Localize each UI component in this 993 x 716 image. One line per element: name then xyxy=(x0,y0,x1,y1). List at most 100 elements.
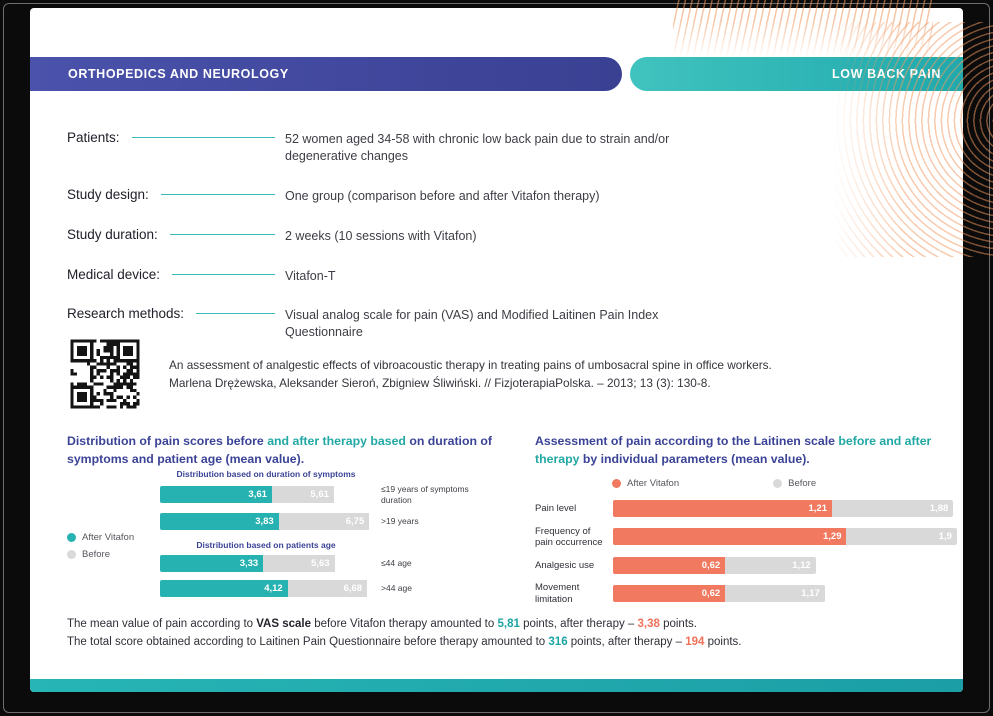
bar-row: Frequency of pain occurrence 1,29 1,9 xyxy=(535,526,963,549)
bar-before-segment: 1,88 xyxy=(832,500,954,517)
text-segment: and after therapy based xyxy=(267,434,406,448)
citation-text: An assessment of analgestic effects of v… xyxy=(169,356,772,393)
legend-item: After Vitafon xyxy=(67,532,134,543)
summary-line: The total score obtained according to La… xyxy=(67,633,957,651)
text-segment: 194 xyxy=(685,636,705,649)
bar-category-label: Pain level xyxy=(535,502,577,514)
text-segment: Assessment of pain according to the Lait… xyxy=(535,434,839,448)
bar-after-segment: 4,12 xyxy=(160,580,288,598)
info-row-left: Study duration: xyxy=(67,227,285,242)
text-segment: by individual parameters (mean value). xyxy=(579,452,810,467)
bar-row: Pain level 1,21 1,88 xyxy=(535,500,963,517)
citation-line: An assessment of analgestic effects of v… xyxy=(169,357,772,372)
info-label: Study duration: xyxy=(67,226,158,242)
text-segment: VAS scale xyxy=(256,618,311,630)
bar-row: Analgesic use 0,62 1,12 xyxy=(535,556,963,574)
bar-after-segment: 3,61 xyxy=(160,486,272,504)
header-right-pill: LOW BACK PAIN xyxy=(630,57,963,91)
text-segment: Distribution of pain scores before xyxy=(67,434,268,448)
header-left-pill: ORTHOPEDICS AND NEUROLOGY xyxy=(30,57,622,91)
bar-row: 3,33 5,63 ≤44 age xyxy=(160,555,520,573)
info-row: Patients: 52 women aged 34-58 with chroni… xyxy=(67,130,707,165)
chart-title: Assessment of pain according to the Lait… xyxy=(535,432,963,469)
text-segment: on duration of symptoms and patient age … xyxy=(67,434,492,467)
bar: 3,61 5,61 xyxy=(160,486,372,504)
bar-category-label: ≤44 age xyxy=(381,558,412,569)
footer-strip xyxy=(30,679,963,692)
info-row-left: Medical device: xyxy=(67,267,285,282)
chart-legend: After Vitafon Before xyxy=(67,532,134,560)
bar-after-segment: 1,21 xyxy=(613,500,832,517)
legend-label: Before xyxy=(788,478,817,489)
text-segment: points, after therapy – xyxy=(519,618,638,630)
citation-section: An assessment of analgestic effects of v… xyxy=(67,336,937,412)
info-connector-line xyxy=(169,233,275,235)
header-title-right: LOW BACK PAIN xyxy=(832,67,941,81)
info-row: Medical device: Vitafon-T xyxy=(67,267,707,285)
info-row-left: Research methods: xyxy=(67,306,285,321)
bar: 0,62 1,12 xyxy=(613,556,816,574)
info-value: 52 women aged 34-58 with chronic low bac… xyxy=(285,132,670,163)
info-label: Study design: xyxy=(67,186,149,202)
bar-category-label: Movement limitation xyxy=(535,582,580,605)
info-connector-line xyxy=(131,137,275,138)
bar-row: Movement limitation 0,62 1,17 xyxy=(535,582,963,605)
legend-label: After Vitafon xyxy=(82,532,135,543)
qr-code xyxy=(67,336,143,412)
legend-dot-gray xyxy=(67,550,76,559)
bar-before-segment: 1,12 xyxy=(725,556,816,574)
info-row-left: Study design: xyxy=(67,187,285,202)
info-row: Study duration: 2 weeks (10 sessions with… xyxy=(67,227,707,245)
bar: 3,83 6,75 xyxy=(160,513,372,531)
legend-label: Before xyxy=(82,549,110,560)
info-value: One group (comparison before and after V… xyxy=(285,188,600,203)
text-segment: points. xyxy=(704,636,742,649)
text-segment: The mean value of pain according to xyxy=(67,618,257,630)
legend-dot-gray xyxy=(773,479,783,488)
bar: 4,12 6,68 xyxy=(160,580,372,598)
bar-before-segment: 5,63 xyxy=(263,555,335,573)
bar-row: 4,12 6,68 >44 age xyxy=(160,580,520,598)
text-segment: before and after therapy xyxy=(535,434,932,467)
bar-category-label: >19 years xyxy=(381,516,419,527)
chart-title: Distribution of pain scores before and a… xyxy=(67,432,527,469)
info-row-left: Patients: xyxy=(67,130,285,145)
bar-after-segment: 3,33 xyxy=(160,555,264,573)
chart-vas-distribution: Distribution of pain scores before and a… xyxy=(67,432,527,598)
bar-category-label: ≤19 years of symptoms duration xyxy=(381,484,469,505)
text-segment: The total score obtained according to La… xyxy=(67,636,549,649)
chart-bars: Pain level 1,21 1,88 Frequency of pain occu… xyxy=(535,500,963,614)
bar-before-segment: 1,9 xyxy=(846,528,957,546)
bar: 3,33 5,63 xyxy=(160,555,372,573)
summary-section: The mean value of pain according to VAS … xyxy=(67,615,957,652)
legend-dot-teal xyxy=(67,533,76,542)
bar-row: 3,83 6,75 >19 years xyxy=(160,513,520,531)
slide-card: ORTHOPEDICS AND NEUROLOGY LOW BACK PAIN … xyxy=(30,8,963,692)
info-label: Research methods: xyxy=(67,306,185,322)
text-segment: points, after therapy – xyxy=(567,636,686,649)
text-segment: 3,38 xyxy=(637,618,660,630)
info-value: Vitafon-T xyxy=(285,268,336,283)
info-value: 2 weeks (10 sessions with Vitafon) xyxy=(285,228,477,243)
bar-before-segment: 5,61 xyxy=(271,486,334,504)
info-connector-line xyxy=(172,273,275,275)
group-subtitle: Distribution based on patients age xyxy=(196,540,336,551)
header-title-left: ORTHOPEDICS AND NEUROLOGY xyxy=(68,67,289,81)
legend-item: Before xyxy=(773,478,816,489)
header-bar: ORTHOPEDICS AND NEUROLOGY LOW BACK PAIN xyxy=(30,57,963,91)
bar-row: 3,61 5,61 ≤19 years of symptoms duration xyxy=(160,484,520,505)
chart-laitinen-scale: Assessment of pain according to the Lait… xyxy=(535,432,963,605)
text-segment: 316 xyxy=(548,636,568,649)
bar: 0,62 1,17 xyxy=(613,585,825,603)
text-segment: before Vitafon therapy amounted to xyxy=(311,618,498,630)
info-label: Patients: xyxy=(67,130,120,145)
bar-track: 3,33 5,63 xyxy=(160,555,372,573)
bar-category-label: Analgesic use xyxy=(535,559,595,571)
bar-before-segment: 1,17 xyxy=(725,585,825,603)
group-subtitle: Distribution based on duration of sympto… xyxy=(176,469,356,479)
bar-track: 3,61 5,61 xyxy=(160,486,372,504)
bar-category-label: Frequency of pain occurrence xyxy=(535,525,603,548)
info-label: Medical device: xyxy=(67,266,161,282)
bar-track: 3,83 6,75 xyxy=(160,513,372,531)
bar: 1,29 1,9 xyxy=(613,528,957,546)
